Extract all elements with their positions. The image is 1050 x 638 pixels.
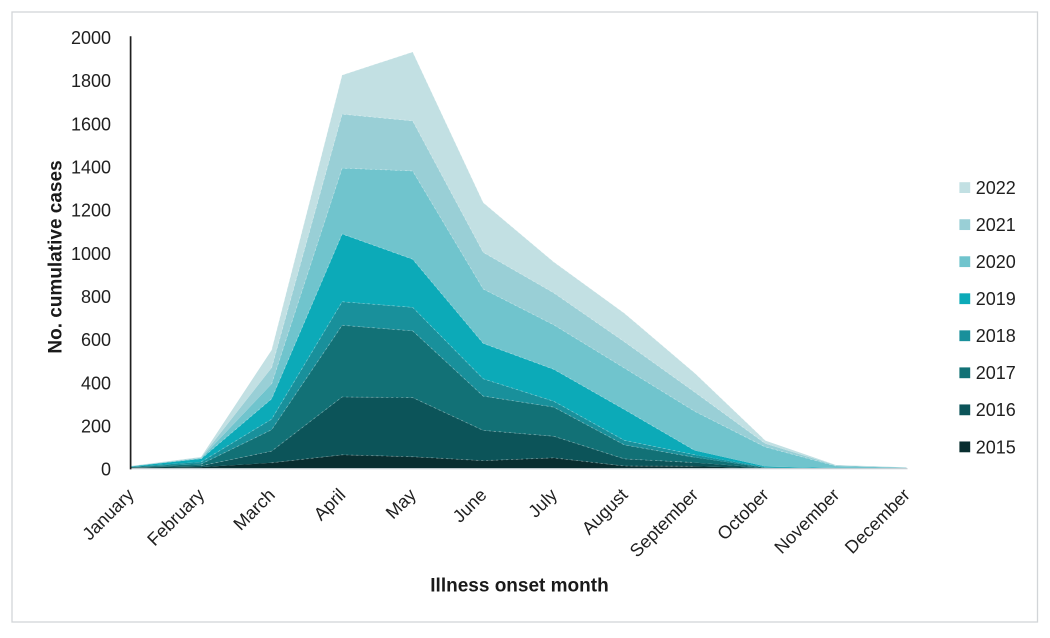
svg-text:2021: 2021 — [976, 215, 1016, 235]
svg-text:1600: 1600 — [71, 114, 111, 134]
svg-text:2020: 2020 — [976, 252, 1016, 272]
svg-text:No. cumulative cases: No. cumulative cases — [46, 160, 67, 353]
svg-text:2017: 2017 — [976, 363, 1016, 383]
svg-text:2016: 2016 — [976, 400, 1016, 420]
svg-text:0: 0 — [101, 460, 111, 480]
svg-text:400: 400 — [81, 373, 111, 393]
svg-text:200: 200 — [81, 417, 111, 437]
svg-text:1200: 1200 — [71, 201, 111, 221]
svg-text:1400: 1400 — [71, 157, 111, 177]
svg-text:2019: 2019 — [976, 289, 1016, 309]
svg-text:Illness onset month: Illness onset month — [430, 576, 608, 597]
svg-text:800: 800 — [81, 287, 111, 307]
svg-text:2000: 2000 — [71, 28, 111, 48]
svg-text:1800: 1800 — [71, 71, 111, 91]
svg-text:2022: 2022 — [976, 178, 1016, 198]
svg-text:2018: 2018 — [976, 326, 1016, 346]
svg-text:600: 600 — [81, 330, 111, 350]
svg-text:1000: 1000 — [71, 244, 111, 264]
svg-text:2015: 2015 — [976, 437, 1016, 457]
